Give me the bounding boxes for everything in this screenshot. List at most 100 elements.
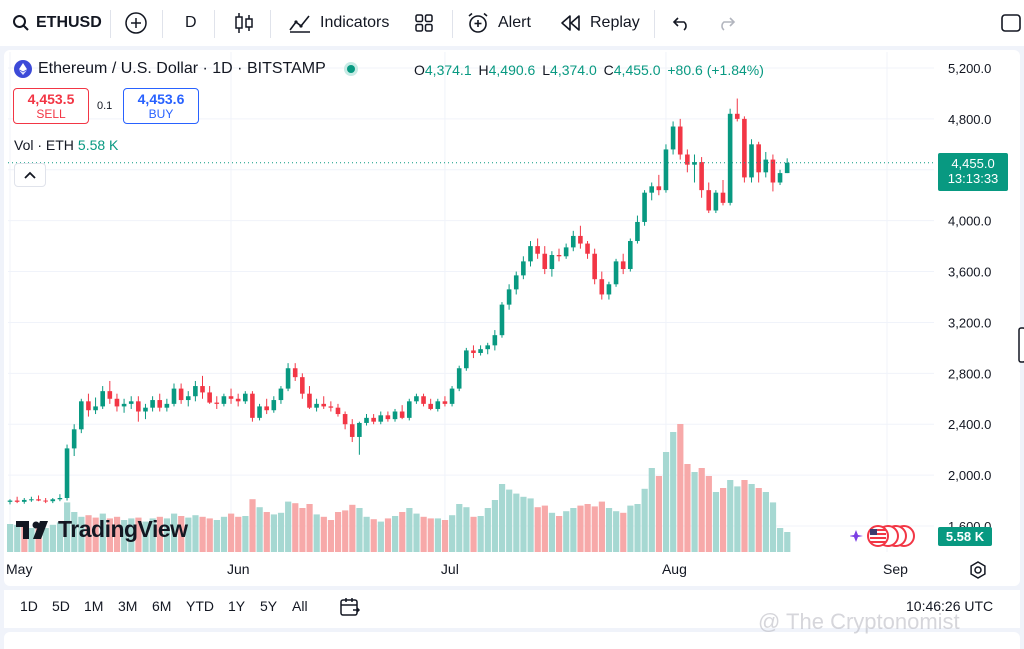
range-button-5y[interactable]: 5Y xyxy=(260,598,278,614)
candle xyxy=(606,281,612,300)
volume-bar xyxy=(106,518,114,552)
range-button-5d[interactable]: 5D xyxy=(52,598,70,614)
symbol-search[interactable]: ETHUSD xyxy=(12,0,102,46)
volume-bar xyxy=(213,520,220,552)
buy-label: BUY xyxy=(148,107,174,121)
search-icon xyxy=(12,14,30,32)
range-button-ytd[interactable]: YTD xyxy=(186,598,214,614)
sparkle-icon xyxy=(849,530,863,542)
redo-button[interactable] xyxy=(716,0,736,46)
candle xyxy=(499,302,505,338)
indicators-icon xyxy=(288,12,312,34)
volume-bar xyxy=(420,516,427,552)
candle xyxy=(29,496,34,502)
volume-bar xyxy=(235,516,242,552)
volume-bar xyxy=(677,424,684,552)
volume-bar xyxy=(149,518,156,552)
volume-bar xyxy=(406,508,413,552)
volume-bar xyxy=(356,508,363,552)
candle xyxy=(228,388,234,404)
volume-bar xyxy=(720,488,727,552)
interval-label: D xyxy=(185,14,197,31)
candle xyxy=(421,393,426,407)
volume-bar xyxy=(577,505,584,552)
candle xyxy=(157,393,163,412)
candle xyxy=(449,386,455,407)
candle xyxy=(642,190,647,226)
candle xyxy=(578,225,583,249)
layouts-button[interactable] xyxy=(414,0,434,46)
volume-bar xyxy=(613,511,620,552)
alert-button[interactable]: Alert xyxy=(466,0,531,46)
sell-button[interactable]: 4,453.5 SELL xyxy=(13,88,89,124)
symbol-title: Ethereum / U.S. Dollar · 1D · BITSTAMP xyxy=(38,60,326,77)
candle xyxy=(435,398,441,412)
replay-button[interactable]: Replay xyxy=(560,0,640,46)
range-button-6m[interactable]: 6M xyxy=(152,598,172,614)
compare-button[interactable] xyxy=(124,0,148,46)
volume-bar xyxy=(85,515,92,552)
volume-bar xyxy=(670,432,677,552)
tradingview-logo[interactable]: TradingView xyxy=(16,516,188,543)
candle xyxy=(107,380,113,404)
price-tick-label: 2,400.0 xyxy=(948,417,991,432)
candle xyxy=(513,271,519,295)
range-button-1m[interactable]: 1M xyxy=(84,598,104,614)
volume-bar xyxy=(163,518,171,552)
candle xyxy=(64,444,70,501)
interval-button[interactable]: D xyxy=(185,0,197,46)
low-key: L xyxy=(542,62,551,78)
volume-bar xyxy=(384,518,392,552)
candle xyxy=(734,98,740,122)
volume-bar xyxy=(285,501,292,552)
volume-bar xyxy=(220,516,228,552)
chart-type-button[interactable] xyxy=(234,0,254,46)
volume-bar xyxy=(498,484,506,552)
scroll-handle[interactable] xyxy=(1018,327,1024,363)
range-button-3m[interactable]: 3M xyxy=(118,598,138,614)
candle xyxy=(178,383,184,404)
volume-bar xyxy=(591,506,598,552)
volume-bar xyxy=(178,516,185,552)
candle xyxy=(214,396,220,409)
utc-clock[interactable]: 10:46:26 UTC xyxy=(906,598,994,614)
candle xyxy=(57,494,63,502)
candle xyxy=(93,397,98,415)
layout-box-button[interactable] xyxy=(1000,0,1022,46)
candle xyxy=(128,396,134,409)
economic-events[interactable] xyxy=(849,524,916,548)
volume-bar xyxy=(327,520,335,552)
candle xyxy=(7,499,13,505)
candle xyxy=(656,174,662,196)
volume-bar xyxy=(113,516,121,552)
axis-settings-button[interactable] xyxy=(968,560,988,580)
candle xyxy=(171,383,177,407)
undo-button[interactable] xyxy=(672,0,692,46)
candle xyxy=(364,414,369,426)
buy-button[interactable]: 4,453.6 BUY xyxy=(123,88,199,124)
volume-bar xyxy=(49,524,56,552)
candle xyxy=(36,495,41,502)
plus-circle-icon xyxy=(124,11,148,35)
date-range-button[interactable] xyxy=(338,596,362,618)
volume-bar xyxy=(506,489,513,552)
ohlc-values: O4,374.1 H4,490.6 L4,374.0 C4,455.0 +80.… xyxy=(414,62,764,78)
indicators-button[interactable]: Indicators xyxy=(288,0,389,46)
volume-bar xyxy=(470,516,477,552)
range-button-all[interactable]: All xyxy=(292,598,308,614)
volume-bar xyxy=(35,525,42,552)
candle xyxy=(271,396,277,413)
volume-bar xyxy=(292,503,299,552)
candle xyxy=(592,248,597,285)
time-tick-label: Aug xyxy=(662,561,687,577)
market-open-icon xyxy=(343,62,358,76)
range-button-1d[interactable]: 1D xyxy=(20,598,38,614)
price-tick-label: 5,200.0 xyxy=(948,61,991,76)
collapse-legend-button[interactable] xyxy=(14,163,46,187)
volume-bar xyxy=(156,516,163,552)
volume-bar xyxy=(620,512,627,552)
candle xyxy=(221,393,227,407)
candle xyxy=(478,345,483,356)
candle xyxy=(542,246,548,275)
range-button-1y[interactable]: 1Y xyxy=(228,598,246,614)
